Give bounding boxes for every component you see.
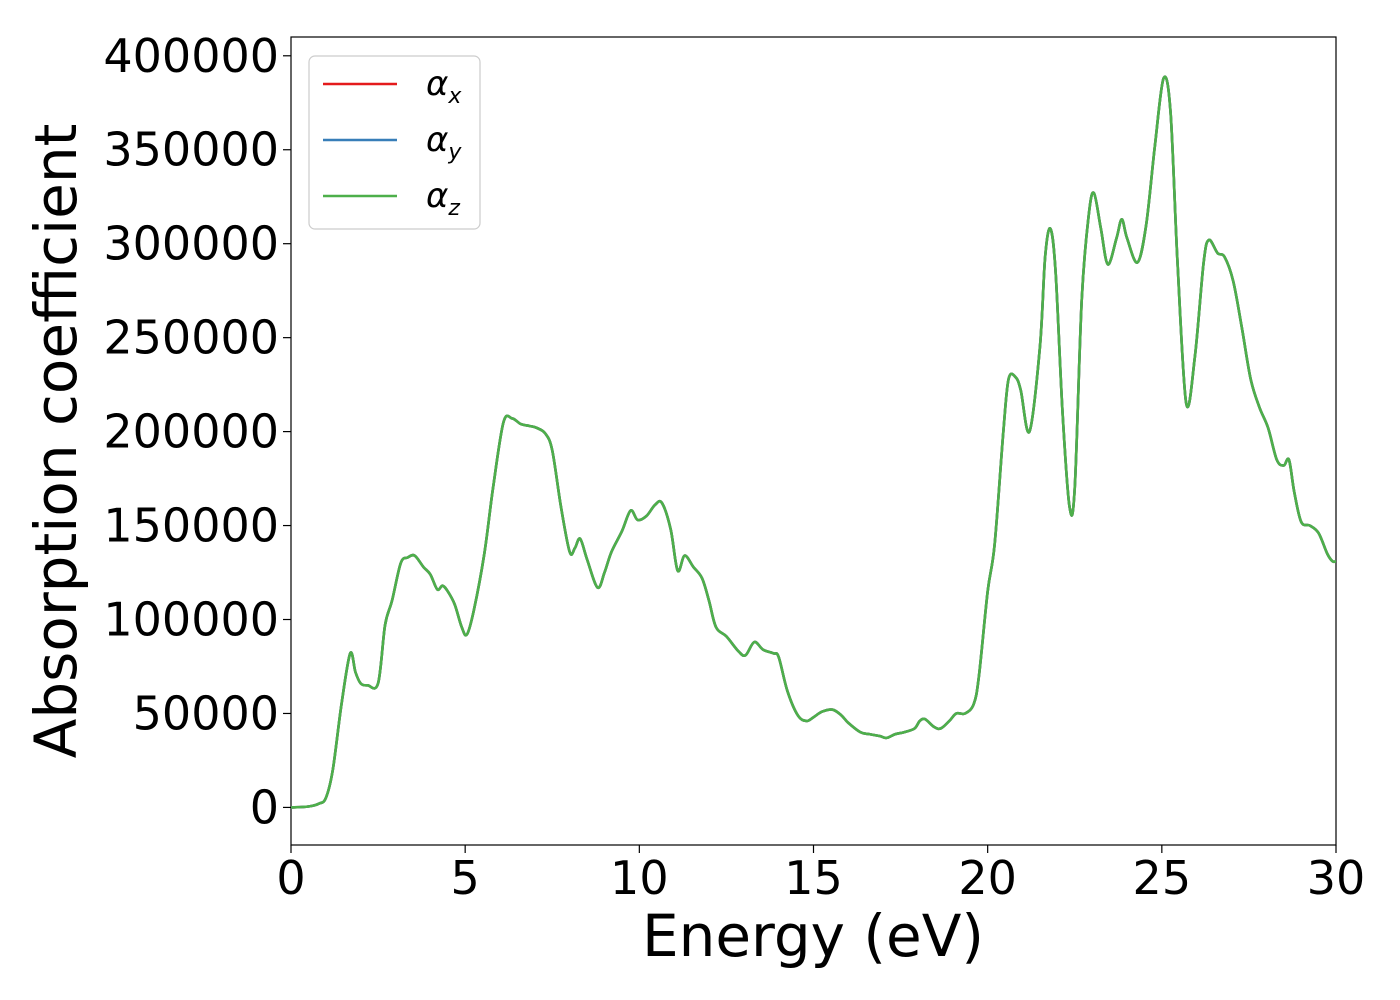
y-tick-label: 400000 <box>103 29 279 83</box>
x-tick-label: 10 <box>610 851 669 905</box>
x-axis-ticks: 0 5 10 15 20 25 30 <box>276 845 1365 905</box>
y-tick-label: 100000 <box>103 593 279 647</box>
x-tick-label: 15 <box>784 851 843 905</box>
x-tick-label: 20 <box>958 851 1017 905</box>
x-tick-label: 30 <box>1307 851 1366 905</box>
series-line-alpha-z <box>291 75 1336 809</box>
y-tick-label: 0 <box>250 780 279 834</box>
y-axis-title: Absorption coefficient <box>22 124 90 759</box>
y-tick-label: 250000 <box>103 311 279 365</box>
x-axis-title: Energy (eV) <box>642 902 984 970</box>
series-layer <box>291 75 1336 809</box>
x-tick-label: 25 <box>1133 851 1192 905</box>
y-axis-ticks: 0 50000 100000 150000 200000 250000 300000 3500… <box>103 29 291 834</box>
y-tick-label: 300000 <box>103 217 279 271</box>
y-tick-label: 350000 <box>103 123 279 177</box>
x-tick-label: 0 <box>276 851 305 905</box>
y-tick-label: 200000 <box>103 405 279 459</box>
y-tick-label: 150000 <box>103 499 279 553</box>
y-tick-label: 50000 <box>133 686 279 740</box>
legend-box <box>308 55 481 230</box>
x-tick-label: 5 <box>451 851 480 905</box>
